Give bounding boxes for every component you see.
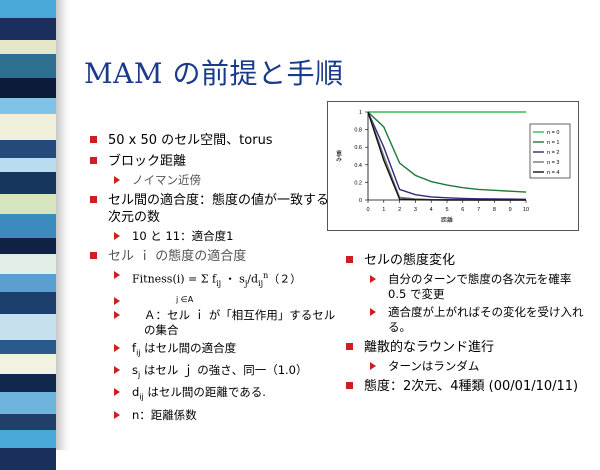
x-axis-label: 距離 — [441, 216, 453, 224]
slide-title: MAM の前提と手順 — [84, 57, 344, 90]
formula-main: Fitness(i) = Σ f — [132, 272, 217, 286]
bullet-attitude-types: 態度：2次元、4種類 (00/01/10/11) — [342, 378, 592, 395]
strip-band — [0, 374, 56, 392]
legend-label-1: n = 1 — [547, 140, 559, 146]
strip-band — [0, 314, 56, 340]
strip-band — [0, 392, 56, 414]
bullet-block-distance: ブロック距離 — [86, 153, 336, 170]
formula-sub3: ij — [258, 278, 264, 288]
x-tick-label: 2 — [398, 207, 401, 213]
sj-sub: j — [138, 370, 141, 380]
series-line-4 — [367, 111, 526, 201]
series-line-3 — [367, 111, 526, 201]
sj-text: はセル ｊ の強さ、同一（1.0） — [140, 363, 308, 378]
dij-symbol: d — [132, 385, 140, 400]
strip-band — [0, 114, 56, 140]
formula-sub1: ij — [216, 278, 222, 288]
strip-band — [0, 340, 56, 354]
strip-band — [0, 54, 56, 78]
strip-band — [0, 430, 56, 448]
formula-mid: ・ s — [221, 272, 245, 286]
x-tick-label: 8 — [493, 207, 496, 213]
formula-sup3: n — [263, 271, 269, 280]
y-tick-label: 0 — [359, 198, 362, 204]
sub-bullet-n: n：距離係数 — [110, 408, 336, 423]
sub-bullet-fij: fij はセル間の適合度 — [110, 341, 336, 360]
bullet-attitude-change: セルの態度変化 — [342, 252, 592, 269]
y-tick-label: 1 — [359, 110, 362, 116]
dij-text: はセル間の距離である. — [143, 385, 266, 400]
sub-bullet-accept-change: 適合度が上がればその変化を受け入れる。 — [366, 305, 592, 335]
formula-under: j ∈A — [176, 294, 194, 304]
formula-mid2: /d — [247, 272, 259, 286]
bullet-discrete-rounds: 離散的なラウンド進行 — [342, 339, 592, 356]
strip-band — [0, 158, 56, 172]
formula-fitness: Fitness(i) = Σ fij ・ sj/dijn（２） — [110, 268, 336, 291]
y-tick-label: 0.4 — [354, 163, 362, 169]
y-tick-label: 0.6 — [354, 145, 362, 151]
strip-band — [0, 238, 56, 254]
x-tick-label: 7 — [477, 207, 480, 213]
strip-band — [0, 194, 56, 214]
x-tick-label: 10 — [523, 207, 529, 213]
series-line-2 — [367, 111, 527, 200]
series-line-1 — [367, 111, 527, 193]
x-tick-label: 6 — [461, 207, 464, 213]
legend-label-2: n = 2 — [547, 150, 559, 156]
strip-band — [0, 98, 56, 114]
strip-band — [0, 172, 56, 194]
strip-band — [0, 254, 56, 274]
fij-symbol: f — [132, 340, 137, 355]
y-tick-label: 0.2 — [354, 180, 362, 186]
right-column: セルの態度変化 自分のターンで態度の各次元を確率 0.5 で変更 適合度が上がれ… — [342, 248, 592, 395]
y-tick-label: 0.8 — [354, 128, 362, 134]
sub-bullet-sj: sj はセル ｊ の強さ、同一（1.0） — [110, 363, 336, 382]
formula-tail: （２） — [268, 272, 302, 286]
formula-under-line: j ∈A — [110, 294, 336, 305]
strip-band — [0, 292, 56, 314]
strip-band — [0, 414, 56, 430]
legend-box — [529, 123, 571, 179]
legend-label-4: n = 4 — [547, 170, 559, 176]
dij-sub: ij — [139, 392, 144, 402]
bullet-cell-space: 50 x 50 のセル空間、torus — [86, 132, 336, 149]
strip-band — [0, 448, 56, 470]
fij-sub: ij — [136, 348, 141, 358]
sj-symbol: s — [132, 363, 138, 378]
sub-bullet-dij: dij はセル間の距離である. — [110, 385, 336, 404]
x-tick-label: 0 — [366, 207, 369, 213]
sub-bullet-random-turn: ターンはランダム — [366, 359, 592, 374]
strip-band — [0, 354, 56, 374]
bullet-attitude-fitness: セル ｉ の態度の適合度 — [86, 248, 336, 265]
strip-band — [0, 214, 56, 238]
left-column: 50 x 50 のセル空間、torus ブロック距離 ノイマン近傍 セル間の適合… — [86, 128, 336, 423]
x-tick-label: 5 — [445, 207, 448, 213]
sub-bullet-set-a: Ａ：セル ｉ が「相互作用」するセルの集合 — [110, 308, 336, 338]
strip-band — [0, 18, 56, 40]
decorative-color-strip — [0, 0, 56, 470]
legend-label-0: n = 0 — [547, 130, 559, 136]
sub-bullet-neumann: ノイマン近傍 — [110, 173, 336, 188]
strip-band — [0, 40, 56, 54]
sub-bullet-fitness-example: 10 と 11：適合度1 — [110, 229, 336, 244]
x-tick-label: 1 — [382, 207, 385, 213]
strip-band — [0, 140, 56, 158]
fij-text: はセル間の適合度 — [140, 340, 237, 355]
strip-band — [0, 274, 56, 292]
y-axis-label: 重み — [335, 149, 342, 163]
legend-label-3: n = 3 — [547, 160, 559, 166]
formula-sub2: j — [244, 278, 248, 288]
strip-shadow — [56, 0, 70, 450]
bullet-cell-fitness: セル間の適合度：態度の値が一致する次元の数 — [86, 192, 336, 226]
x-tick-label: 9 — [509, 207, 512, 213]
x-tick-label: 3 — [414, 207, 417, 213]
strip-band — [0, 0, 56, 18]
sub-bullet-change-prob: 自分のターンで態度の各次元を確率 0.5 で変更 — [366, 272, 592, 302]
strip-band — [0, 78, 56, 98]
x-tick-label: 4 — [430, 207, 433, 213]
